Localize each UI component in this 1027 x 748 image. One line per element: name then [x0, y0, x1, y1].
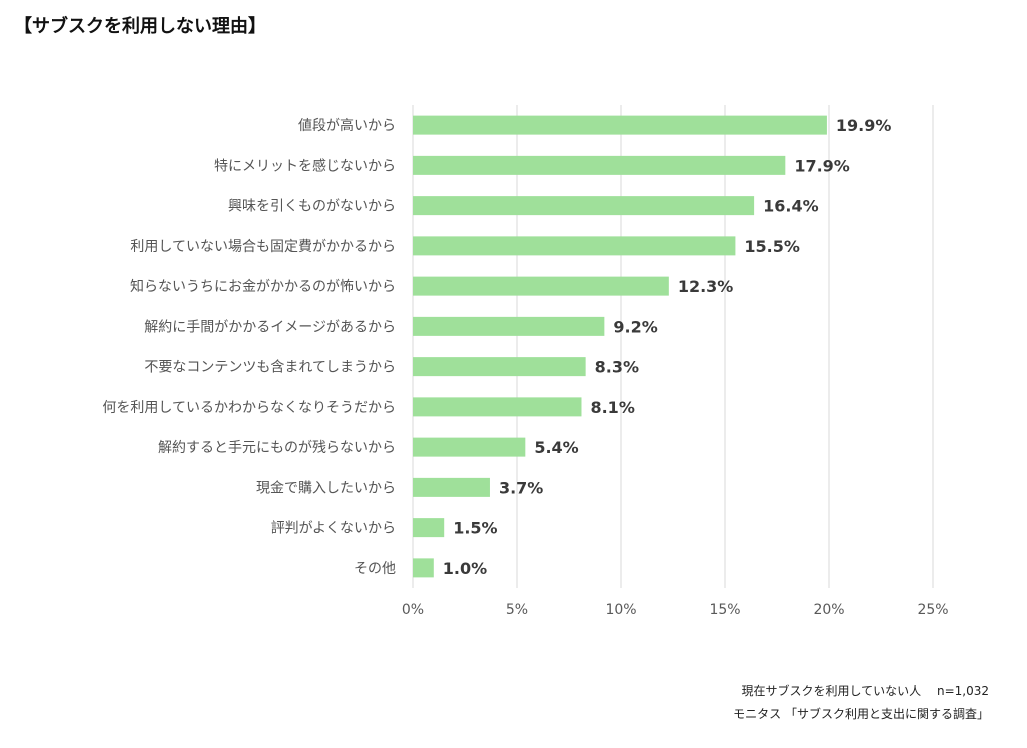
x-tick-label: 5% — [506, 602, 528, 618]
value-label: 16.4% — [763, 197, 819, 216]
page-title: 【サブスクを利用しない理由】 — [14, 16, 266, 37]
category-label: 値段が高いから — [298, 117, 396, 134]
source-note: モニタス 「サブスク利用と支出に関する調査」 — [733, 707, 989, 721]
bars — [413, 115, 827, 578]
bar-10 — [413, 477, 490, 497]
category-label: 評判がよくないから — [271, 521, 396, 537]
bar-9 — [413, 437, 526, 457]
bar-3 — [413, 196, 755, 216]
bar-2 — [413, 155, 786, 175]
x-tick-label: 25% — [917, 602, 948, 618]
bar-12 — [413, 558, 434, 578]
value-label: 9.2% — [613, 317, 657, 336]
bar-1 — [413, 115, 827, 135]
category-label: 解約に手間がかかるイメージがあるから — [144, 319, 396, 335]
x-tick-label: 10% — [605, 602, 636, 618]
x-tick-label: 15% — [709, 602, 740, 618]
sample-note: 現在サブスクを利用していない人 n=1,032 — [741, 684, 989, 698]
value-label: 15.5% — [744, 237, 800, 256]
category-label: 特にメリットを感じないから — [214, 157, 396, 174]
value-label: 1.5% — [453, 519, 497, 538]
category-label: その他 — [354, 561, 396, 577]
category-label: 利用していない場合も固定費がかかるから — [130, 239, 396, 255]
bar-4 — [413, 236, 736, 256]
category-label: 解約すると手元にものが残らないから — [158, 440, 396, 456]
gridlines — [412, 105, 934, 588]
category-label: 知らないうちにお金がかかるのが怖いから — [130, 278, 396, 295]
category-labels: 値段が高いから特にメリットを感じないから興味を引くものがないから利用していない場… — [102, 117, 396, 577]
bar-11 — [413, 518, 445, 538]
value-labels: 19.9% 17.9% 16.4% 15.5% 12.3% 9.2% 8.3% 8.1% 5.4… — [443, 116, 892, 578]
bar-5 — [413, 276, 669, 296]
bar-8 — [413, 397, 582, 417]
category-label: 興味を引くものがないから — [228, 199, 396, 215]
value-label: 17.9% — [794, 156, 850, 175]
category-label: 何を利用しているかわからなくなりそうだから — [102, 400, 396, 416]
category-label: 不要なコンテンツも含まれてしまうから — [144, 360, 396, 376]
value-label: 1.0% — [443, 559, 487, 578]
x-tick-label: 20% — [813, 602, 844, 618]
value-label: 8.1% — [590, 398, 634, 417]
value-label: 8.3% — [595, 358, 639, 377]
x-tick-label: 0% — [402, 602, 424, 618]
x-axis-ticks: 0% 5% 10% 15% 20% 25% — [402, 602, 949, 618]
bar-6 — [413, 316, 605, 336]
category-label: 現金で購入したいから — [256, 480, 396, 496]
value-label: 5.4% — [534, 438, 578, 457]
value-label: 12.3% — [678, 277, 734, 296]
value-label: 19.9% — [836, 116, 892, 135]
value-label: 3.7% — [499, 478, 543, 497]
bar-7 — [413, 357, 586, 377]
